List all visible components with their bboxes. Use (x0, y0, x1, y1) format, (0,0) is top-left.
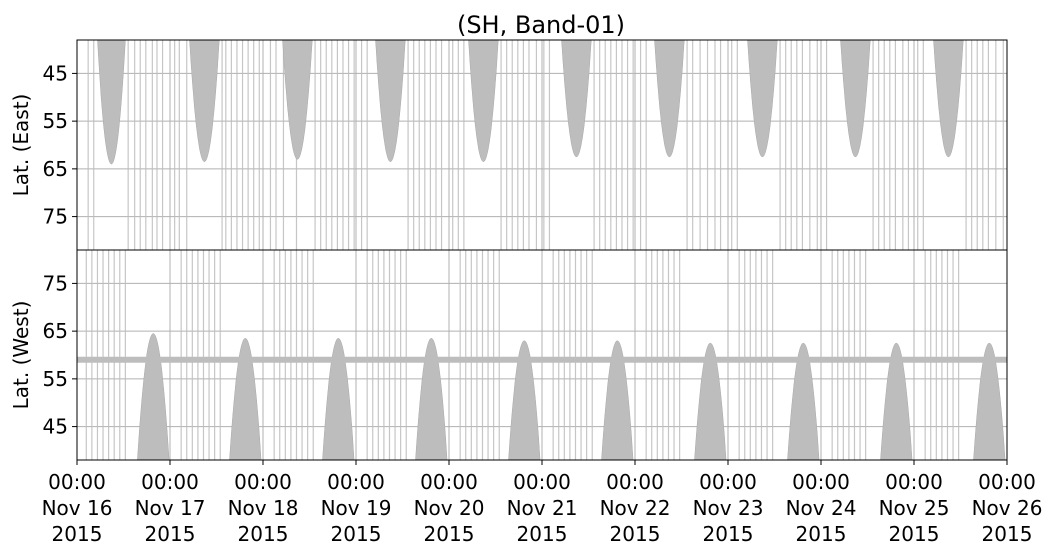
x-tick-label: 00:00 (420, 470, 478, 494)
west-coverage-lobe (229, 338, 262, 460)
east-coverage-lobe (282, 40, 313, 160)
x-tick-label: 00:00 (606, 470, 664, 494)
x-tick-label: 2015 (424, 522, 475, 546)
east-ytick-label: 55 (43, 109, 68, 133)
west-coverage-lobe (787, 342, 820, 460)
x-tick-label: 00:00 (885, 470, 943, 494)
x-tick-label: Nov 20 (414, 496, 485, 520)
x-tick-label: 00:00 (513, 470, 571, 494)
east-coverage-lobe (97, 40, 126, 165)
east-ytick-label: 75 (43, 205, 68, 229)
x-tick-label: 00:00 (699, 470, 757, 494)
east-ylabel: Lat. (East) (9, 94, 33, 197)
east-ytick-label: 65 (43, 157, 68, 181)
east-coverage-lobe (747, 40, 778, 158)
east-coverage-lobe (933, 40, 964, 158)
east-panel: 45 55 65 75 (43, 39, 1008, 251)
x-tick-label: Nov 17 (135, 496, 206, 520)
east-coverage-lobe (375, 40, 406, 162)
x-tick-label: Nov 26 (972, 496, 1043, 520)
east-coverage-lobe (189, 40, 220, 162)
west-ylabel: Lat. (West) (9, 301, 33, 410)
east-coverage-lobe (561, 40, 592, 158)
x-tick-label: 00:00 (978, 470, 1036, 494)
x-tick-label: 2015 (796, 522, 847, 546)
x-tick-label: Nov 22 (600, 496, 671, 520)
x-tick-label: Nov 19 (321, 496, 392, 520)
x-tick-label: Nov 16 (42, 496, 113, 520)
west-ytick-label: 65 (43, 319, 68, 343)
x-tick-label: 2015 (331, 522, 382, 546)
west-coverage-lobe (694, 342, 727, 460)
x-tick-label: 00:00 (792, 470, 850, 494)
west-coverage-lobe (973, 342, 1006, 460)
x-tick-label: 00:00 (234, 470, 292, 494)
west-ytick-label: 55 (43, 367, 68, 391)
x-tick-label: 2015 (982, 522, 1033, 546)
west-coverage-lobe (880, 342, 913, 460)
x-tick-label: Nov 18 (228, 496, 299, 520)
east-ytick-label: 45 (43, 61, 68, 85)
west-ytick-label: 75 (43, 271, 68, 295)
x-tick-label: Nov 25 (879, 496, 950, 520)
x-tick-label: Nov 24 (786, 496, 857, 520)
x-tick-label: 2015 (52, 522, 103, 546)
chart-title: (SH, Band-01) (457, 11, 625, 39)
west-coverage-lobe (415, 338, 448, 460)
west-coverage-lobe (601, 340, 634, 460)
west-coverage-lobe (508, 340, 541, 460)
east-coverage-lobe (468, 40, 499, 162)
east-coverage-lobe (654, 40, 685, 158)
x-tick-label: 2015 (610, 522, 661, 546)
x-tick-label: 2015 (703, 522, 754, 546)
x-tick-label: 2015 (517, 522, 568, 546)
west-coverage-lobe (137, 333, 170, 460)
x-tick-label: 2015 (238, 522, 289, 546)
west-coverage-lobe (322, 338, 355, 460)
west-ytick-label: 45 (43, 415, 68, 439)
x-tick-label: 2015 (145, 522, 196, 546)
x-tick-label: Nov 23 (693, 496, 764, 520)
x-tick-label: 00:00 (327, 470, 385, 494)
x-tick-label: 00:00 (48, 470, 106, 494)
west-panel: 45 55 65 75 (43, 249, 1008, 461)
x-tick-label: Nov 21 (507, 496, 578, 520)
east-coverage-lobe (840, 40, 871, 158)
x-tick-label: 00:00 (141, 470, 199, 494)
x-tick-label: 2015 (889, 522, 940, 546)
